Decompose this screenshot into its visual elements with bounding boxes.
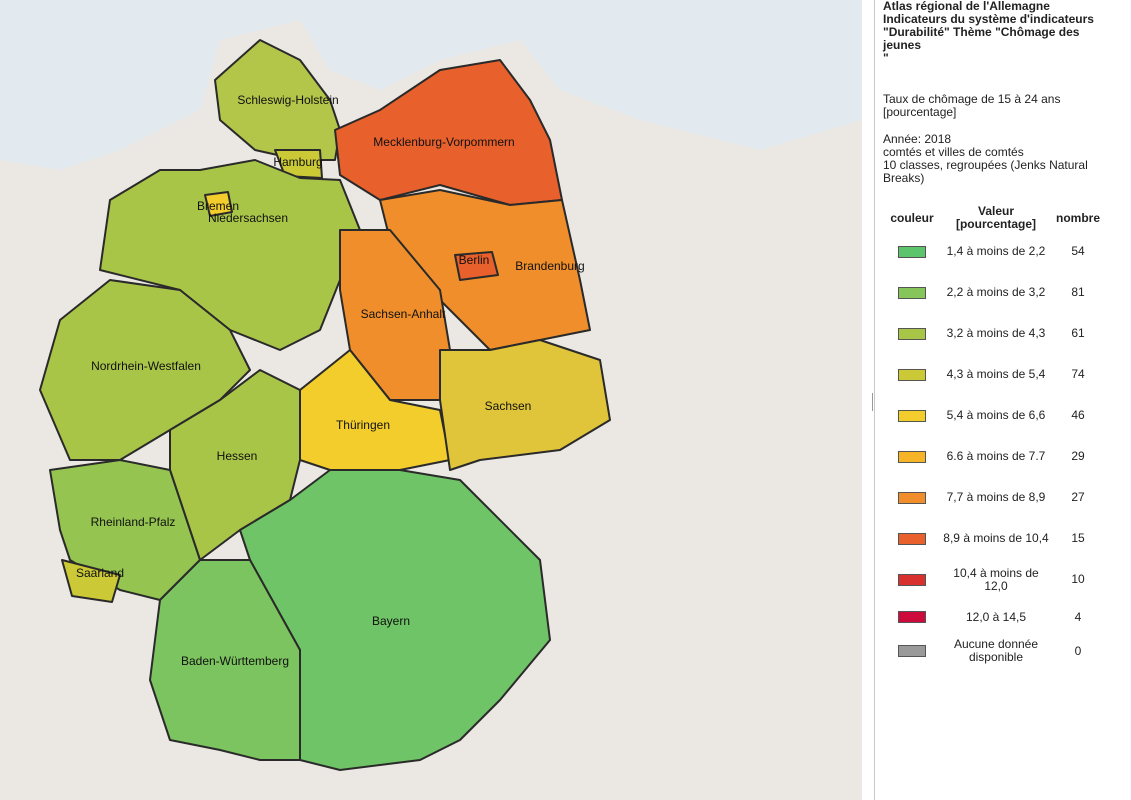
legend-count: 4 [1074,609,1082,624]
state [334,59,563,206]
year: Année: 2018 [883,132,952,146]
legend-swatch [898,245,926,258]
state-label: Sachsen [485,399,532,413]
sea [0,0,862,170]
indicator: Taux de chômage de 15 à 24 ans [pourcent… [883,92,1061,119]
legend-row: 8,9 à moins de 10,4 15 [883,518,1105,559]
legend-color-cell [883,231,941,272]
state-label: Baden-Württemberg [181,654,289,668]
legend-color-cell [883,436,941,477]
legend-label: 2,2 à moins de 3,2 [946,285,1046,299]
map: Schleswig-Holstein Hamburg Mecklenburg-V… [0,0,862,800]
legend-count: 54 [1071,244,1085,258]
legend-swatch [898,645,926,658]
state-label: Berlin [459,253,490,267]
legend-count: 27 [1071,490,1085,504]
legend-swatch [898,409,926,422]
state [61,559,121,603]
legend-label: Aucune donnée disponible [953,637,1039,664]
legend-swatch [898,286,926,299]
state-labels: Schleswig-Holstein Hamburg Mecklenburg-V… [76,93,585,668]
state [439,339,611,471]
state-label: Thüringen [336,418,390,432]
legend-row: Aucune donnée disponible 0 [883,634,1105,668]
state [204,191,233,217]
legend-swatch [898,573,926,586]
legend-count: 61 [1071,326,1085,340]
legend-label: 12,0 à 14,5 [965,609,1027,624]
state-label: Niedersachsen [208,211,288,225]
legend-row: 3,2 à moins de 4,3 61 [883,313,1105,354]
legend-color-cell [883,272,941,313]
legend-color-cell [883,477,941,518]
legend-count: 10 [1071,572,1085,586]
legend-row: 10,4 à moins de 12,0 10 [883,559,1105,600]
legend-label: 3,2 à moins de 4,3 [946,326,1046,340]
legend-color-cell [883,354,941,395]
legend-color-cell [883,313,941,354]
legend-header: nombre [1055,210,1100,225]
states [39,39,611,771]
state [99,159,361,351]
legend-color-cell [883,600,941,634]
state-label: Saarland [76,566,124,580]
title: Atlas régional de l'Allemagne Indicateur… [883,0,1094,65]
legend-swatch [898,327,926,340]
legend-header: Valeur [pourcentage] [955,204,1036,231]
state-label: Nordrhein-Westfalen [91,359,201,373]
legend-header: couleur [890,210,934,225]
legend-label: 8,9 à moins de 10,4 [943,531,1049,545]
legend-row: 12,0 à 14,5 4 [883,600,1105,634]
legend-color-cell [883,395,941,436]
state [274,149,323,179]
legend-label: 1,4 à moins de 2,2 [946,244,1046,258]
legend-count: 0 [1074,643,1082,658]
legend-label: 4,3 à moins de 5,4 [946,367,1046,381]
state [149,559,301,761]
legend-row: 7,7 à moins de 8,9 27 [883,477,1105,518]
legend-label: 7,7 à moins de 8,9 [946,490,1046,504]
legend-row: 2,2 à moins de 3,2 81 [883,272,1105,313]
level: comtés et villes de comtés [883,145,1024,159]
state-label: Brandenburg [515,259,584,273]
legend-label: 5,4 à moins de 6,6 [946,408,1046,422]
legend-panel: Atlas régional de l'Allemagne Indicateur… [883,0,1127,800]
legend-color-cell [883,559,941,600]
legend-count: 15 [1071,531,1085,545]
state-label: Mecklenburg-Vorpommern [373,135,514,149]
legend-count: 74 [1071,367,1085,381]
legend-swatch [898,611,926,624]
legend-count: 81 [1071,285,1085,299]
state-label: Schleswig-Holstein [237,93,338,107]
legend-swatch [898,491,926,504]
legend-row: 4,3 à moins de 5,4 74 [883,354,1105,395]
legend-row: 6.6 à moins de 7.7 29 [883,436,1105,477]
state-label: Bremen [197,199,239,213]
legend-swatch [898,532,926,545]
legend-swatch [898,368,926,381]
legend-label: 10,4 à moins de 12,0 [953,565,1039,593]
legend-count: 46 [1071,408,1085,422]
legend-swatch [898,450,926,463]
legend-count: 29 [1071,449,1085,463]
legend-row: 1,4 à moins de 2,2 54 [883,231,1105,272]
legend-label: 6.6 à moins de 7.7 [946,449,1046,463]
splitter-handle[interactable] [872,393,878,411]
legend-color-cell [883,634,941,668]
state-label: Sachsen-Anhalt [361,307,446,321]
splitter[interactable] [874,0,875,800]
state-label: Bayern [372,614,410,628]
state-label: Rheinland-Pfalz [91,515,176,529]
state-label: Hessen [217,449,258,463]
classes: 10 classes, regroupées (Jenks Natural Br… [883,158,1088,185]
legend-table: couleur Valeur [pourcentage] nombre 1,4 … [883,205,1105,668]
state [454,251,499,281]
legend-color-cell [883,518,941,559]
state-label: Hamburg [273,155,322,169]
legend-row: 5,4 à moins de 6,6 46 [883,395,1105,436]
